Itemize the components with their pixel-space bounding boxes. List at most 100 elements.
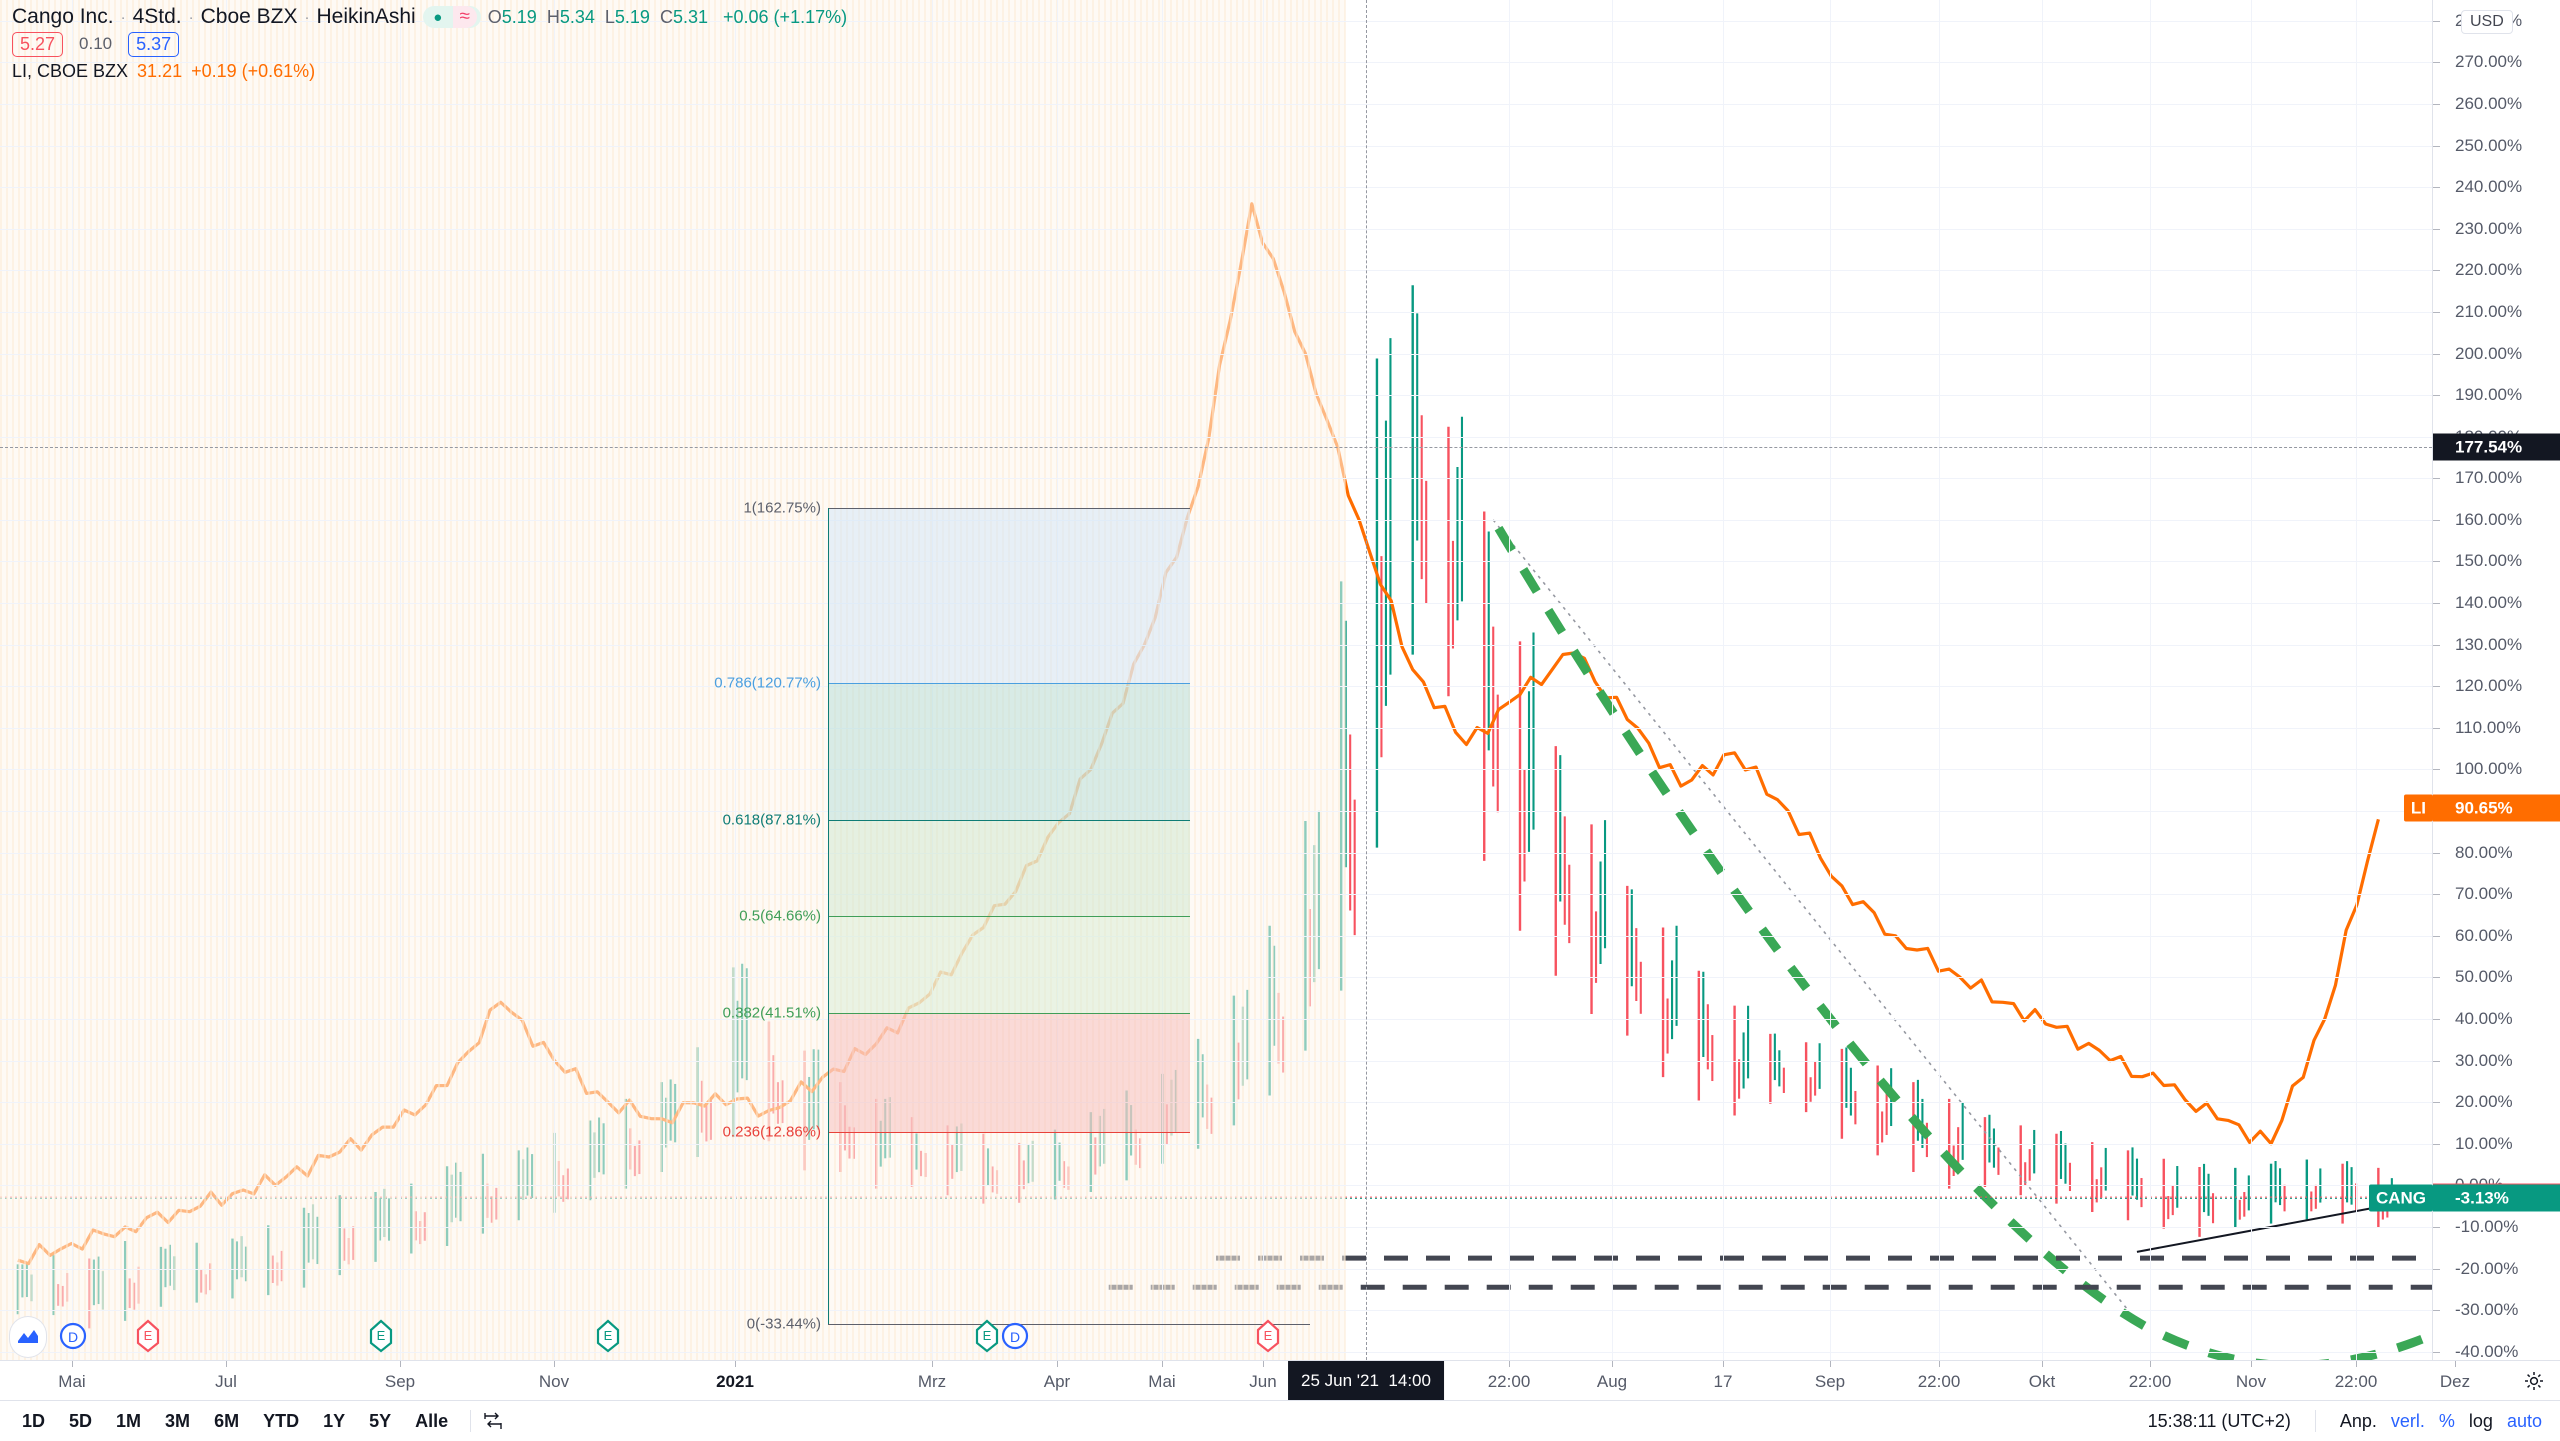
range-button-alle[interactable]: Alle [415,1410,449,1431]
projection-dashed-curve[interactable] [1494,291,2432,1360]
range-button-5d[interactable]: 5D [69,1410,93,1431]
price-tick-mark [2433,727,2440,729]
horizontal-gridline [0,519,2432,521]
range-button-1m[interactable]: 1M [116,1410,142,1431]
horizontal-gridline [0,353,2432,355]
crosshair-price-badge: 177.54% [2433,433,2560,461]
time-tick-mark [1939,1361,1940,1367]
price-badge[interactable]: -3.13% [2433,1184,2560,1212]
price-tick-mark [2433,311,2440,313]
price-badge-symbol-tag[interactable]: CANG [2368,1184,2433,1212]
session-stripe [48,0,50,1360]
vertical-gridline [2356,0,2357,1360]
calendar-range-icon[interactable] [481,1409,505,1433]
extended-hours-button[interactable]: verl. [2390,1410,2425,1431]
fibonacci-level-line[interactable] [828,1131,1190,1133]
trend-dotted-line[interactable] [1492,519,2129,1311]
bottom-toolbar: 1D 5D 1M 3M 6M YTD 1Y 5Y Alle 15:38:11 (UTC+2) A… [0,1400,2560,1441]
range-button-1y[interactable]: 1Y [323,1410,346,1431]
currency-badge[interactable]: USD [2461,10,2513,34]
price-badge[interactable]: 90.65% [2433,794,2560,822]
price-badge-symbol-tag[interactable]: LI [2403,794,2433,822]
range-button-1d[interactable]: 1D [22,1410,46,1431]
session-stripe [498,0,500,1360]
session-stripe [90,0,92,1360]
earnings-marker-icon[interactable]: E [595,1319,621,1353]
fibonacci-level-line[interactable] [828,1324,1310,1326]
range-button-ytd[interactable]: YTD [263,1410,300,1431]
svg-text:E: E [983,1328,992,1343]
session-stripe [570,0,572,1360]
time-tick-mark [735,1361,736,1367]
adjust-button[interactable]: Anp. [2339,1410,2377,1431]
percent-scale-button[interactable]: % [2438,1410,2455,1431]
legend-compare-row[interactable]: LI, CBOE BZX 31.21 +0.19 (+0.61%) [12,58,847,84]
price-tick-label: 200.00% [2455,343,2523,363]
price-tick-mark [2433,1351,2440,1353]
range-selector[interactable]: 1D 5D 1M 3M 6M YTD 1Y 5Y Alle [0,1411,460,1432]
session-stripe [1320,0,1322,1360]
log-scale-button[interactable]: log [2468,1410,2493,1431]
session-stripe [564,0,566,1360]
ask-price[interactable]: 5.37 [128,31,180,57]
session-stripe [1302,0,1304,1360]
dividend-marker-icon[interactable]: D [1000,1319,1030,1353]
price-tick-label: 60.00% [2455,925,2513,945]
earnings-marker-icon[interactable]: E [1255,1319,1281,1353]
session-stripe [156,0,158,1360]
time-axis[interactable]: Mai Jul Sep Nov 2021 Mrz Apr Mai Jun 22:00 Aug 17 Se… [0,1360,2560,1401]
session-stripe [318,0,320,1360]
session-stripe [1284,0,1286,1360]
price-tick-label: 140.00% [2455,593,2523,613]
fibonacci-anchor-line[interactable] [828,508,829,1325]
interval-label[interactable]: 4Std. [132,5,182,28]
fibonacci-level-line[interactable] [828,683,1190,685]
gear-icon[interactable] [2522,1369,2546,1393]
horizontal-gridline [0,1143,2432,1145]
bid-price[interactable]: 5.27 [12,31,64,57]
earnings-marker-icon[interactable]: E [368,1319,394,1353]
horizontal-gridline [0,1060,2432,1062]
range-button-3m[interactable]: 3M [165,1410,191,1431]
price-tick-label: 40.00% [2455,1008,2513,1028]
earnings-marker-icon[interactable]: E [974,1319,1000,1353]
time-tick-mark [2455,1361,2456,1367]
price-axis[interactable]: 280.00%270.00%260.00%250.00%240.00%230.0… [2368,0,2560,1361]
fibonacci-level-label: 1(162.75%) [743,499,821,517]
time-tick-label: Mai [58,1372,86,1391]
chart-plot-area[interactable]: 1(162.75%) 0.786(120.77%) 0.618(87.81%) 0.5… [0,0,2432,1360]
session-stripe [504,0,506,1360]
fibonacci-level-line[interactable] [828,1012,1190,1014]
time-tick-mark [1263,1361,1264,1367]
chart-style-label[interactable]: HeikinAshi [316,5,416,28]
session-stripe [492,0,494,1360]
earnings-marker-icon[interactable]: E [135,1319,161,1353]
horizontal-gridline [0,852,2432,854]
fibonacci-level-line[interactable] [828,508,1190,510]
price-tick-mark [2433,561,2440,563]
svg-text:E: E [377,1328,386,1343]
price-tick-mark [2433,1102,2440,1104]
session-stripe [630,0,632,1360]
horizontal-gridline [0,145,2432,147]
dividend-marker-icon[interactable]: D [58,1319,88,1353]
fibonacci-level-line[interactable] [828,916,1190,918]
session-stripe [186,0,188,1360]
symbol-name[interactable]: Cango Inc. [12,5,114,28]
range-button-5y[interactable]: 5Y [369,1410,392,1431]
fibonacci-level-label: 0.5(64.66%) [739,907,821,925]
chart-logo-icon[interactable] [10,1317,46,1357]
horizontal-gridline [0,228,2432,230]
session-stripe [360,0,362,1360]
auto-scale-button[interactable]: auto [2506,1410,2542,1431]
fibonacci-level-line[interactable] [828,820,1190,822]
indicator-status-pill[interactable]: ● ≈ [422,6,481,28]
session-stripe [216,0,218,1360]
range-button-6m[interactable]: 6M [214,1410,240,1431]
horizontal-gridline [0,603,2432,605]
session-stripe [624,0,626,1360]
vertical-gridline [1939,0,1940,1360]
time-tick-label: 22:00 [2128,1372,2172,1391]
high-label: H [546,6,560,27]
